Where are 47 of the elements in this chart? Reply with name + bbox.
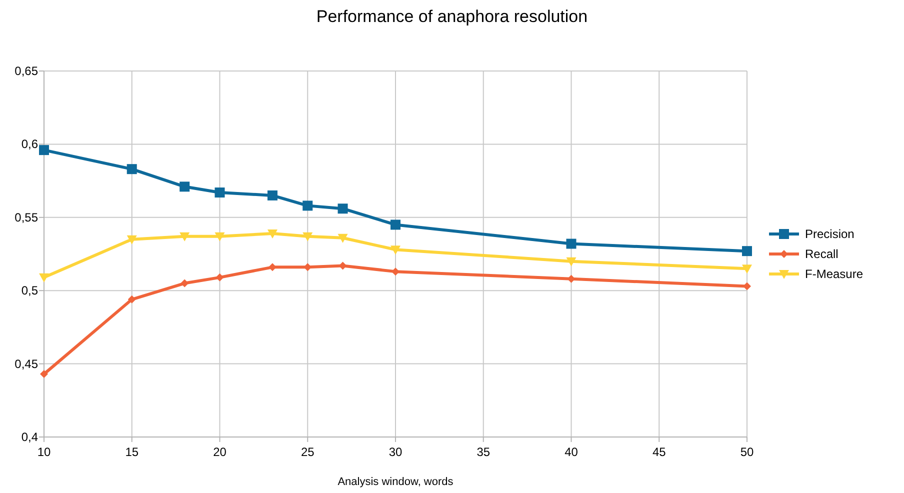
x-tick-label: 40 <box>564 445 578 459</box>
point <box>180 182 190 192</box>
y-tick-label: 0,5 <box>21 284 38 298</box>
point <box>267 230 278 239</box>
y-tick-label: 0,4 <box>21 430 38 444</box>
point <box>566 257 576 266</box>
point <box>302 232 313 242</box>
x-axis-title: Analysis window, words <box>338 476 454 488</box>
point <box>338 204 348 214</box>
point <box>566 238 576 249</box>
point <box>39 145 49 156</box>
point <box>126 164 137 174</box>
point <box>216 273 224 282</box>
point <box>128 295 136 304</box>
x-tick-label: 25 <box>300 445 315 459</box>
x-tick-label: 15 <box>125 445 139 459</box>
point <box>214 188 225 198</box>
x-tick-label: 10 <box>37 445 51 459</box>
x-tick-label: 45 <box>652 445 666 459</box>
point <box>214 232 225 242</box>
point <box>742 264 752 274</box>
point <box>39 273 49 282</box>
y-tick-label: 0,6 <box>21 137 38 152</box>
point <box>338 234 348 243</box>
point <box>267 190 278 200</box>
y-tick-label: 0,65 <box>14 64 38 78</box>
point <box>126 235 137 244</box>
point <box>180 232 190 242</box>
legend-label: Precision <box>805 227 854 241</box>
point <box>390 220 400 230</box>
y-tick-label: 0,45 <box>14 356 38 371</box>
point <box>40 370 48 378</box>
point <box>302 200 313 211</box>
x-tick-label: 20 <box>213 445 227 459</box>
chart-title: Performance of anaphora resolution <box>316 7 588 26</box>
point <box>392 268 400 276</box>
point <box>180 279 189 288</box>
x-tick-label: 30 <box>388 445 402 459</box>
point <box>390 246 400 255</box>
point <box>742 246 752 256</box>
legend-label: Recall <box>805 247 838 261</box>
point <box>268 263 276 272</box>
legend-label: F-Measure <box>805 267 864 281</box>
x-tick-label: 35 <box>476 445 490 459</box>
point <box>743 282 751 290</box>
y-tick-label: 0,55 <box>14 210 38 224</box>
x-tick-label: 50 <box>740 445 754 459</box>
